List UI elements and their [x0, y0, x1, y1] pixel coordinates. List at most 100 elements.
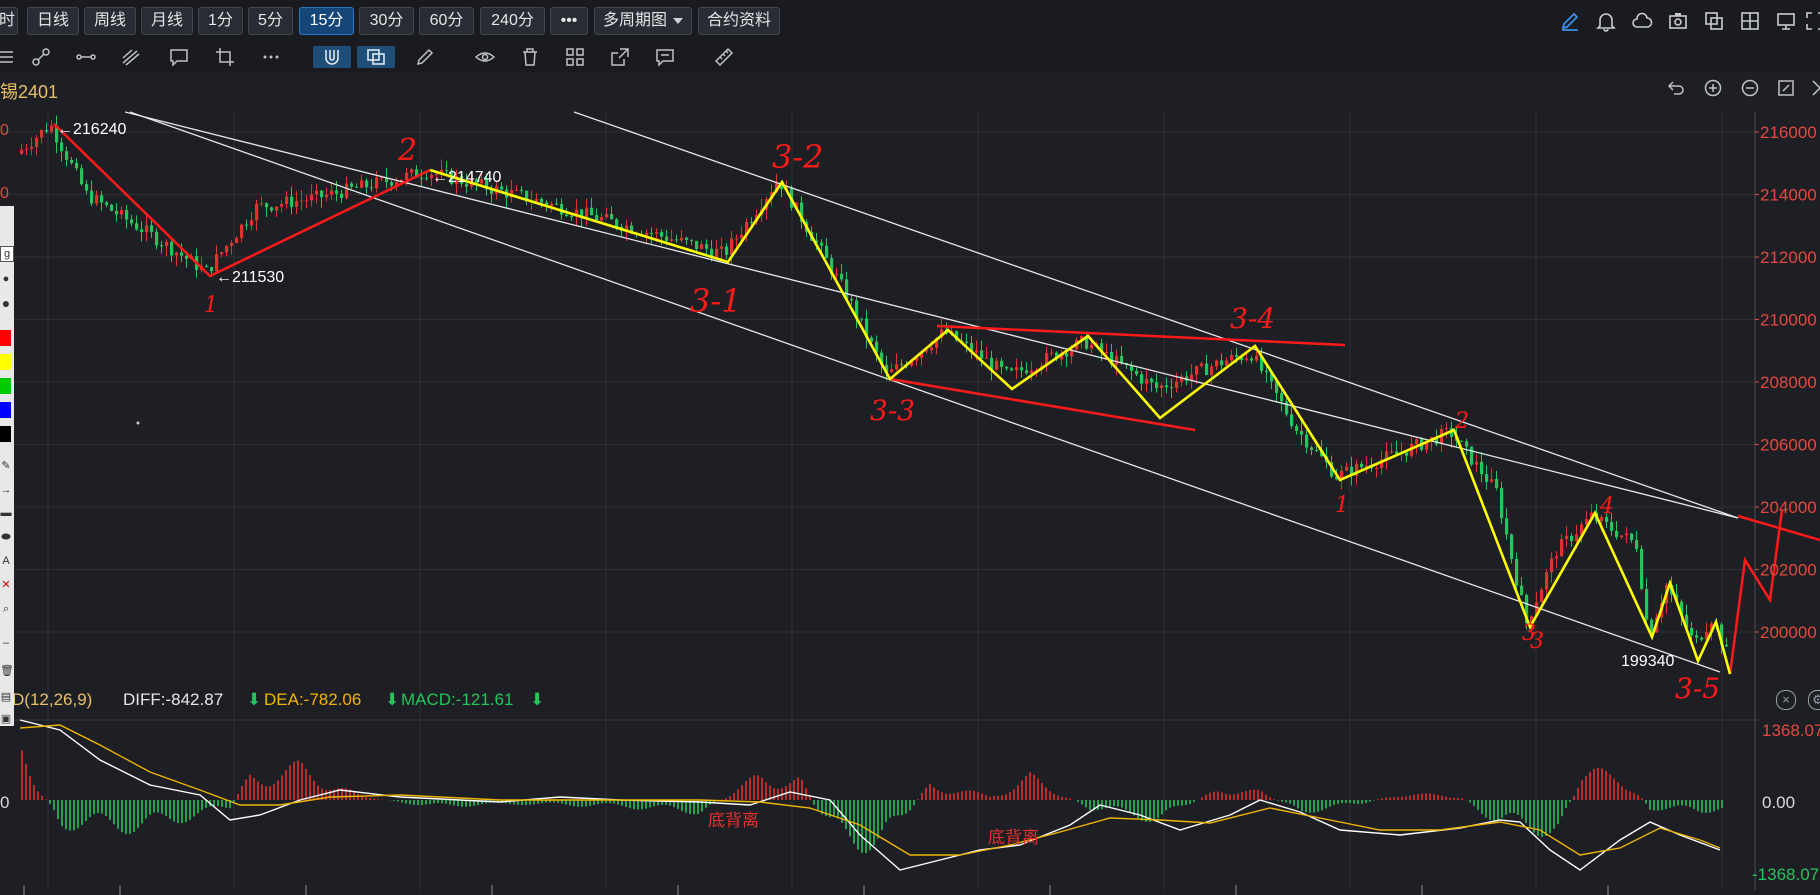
tf-button-1m[interactable]: 1分	[198, 7, 243, 35]
ruler-icon[interactable]	[713, 46, 735, 68]
multi-period-dropdown[interactable]: 多周期图	[594, 7, 692, 35]
candle-body	[1475, 461, 1479, 465]
next-icon[interactable]	[1806, 78, 1820, 98]
candle-body	[25, 148, 29, 150]
candle-body	[1120, 356, 1124, 363]
tf-button-5m[interactable]: 5分	[248, 7, 293, 35]
line-icon[interactable]	[75, 46, 97, 68]
candle-body	[330, 190, 334, 195]
candle-body	[1060, 353, 1064, 360]
zoom-out-icon[interactable]	[1740, 78, 1760, 98]
candle-body	[1080, 336, 1084, 340]
candle-body	[910, 360, 914, 366]
candle-body	[410, 169, 414, 173]
candle-body	[420, 177, 424, 179]
tf-button-15m[interactable]: 15分	[299, 7, 354, 35]
candle-body	[1580, 524, 1584, 535]
macd-dea-value: DEA:-782.06	[264, 690, 362, 709]
camera-icon[interactable]	[1667, 10, 1689, 32]
node-icon[interactable]	[30, 46, 52, 68]
multi-line-icon[interactable]	[120, 46, 142, 68]
candle-body	[250, 220, 254, 226]
swatch-yellow[interactable]	[0, 354, 11, 370]
menu-icon[interactable]	[0, 46, 16, 68]
drawing-toolbar	[0, 42, 1820, 72]
export-icon[interactable]	[609, 46, 631, 68]
comment-icon[interactable]	[168, 46, 190, 68]
trash-icon[interactable]	[519, 46, 541, 68]
candle-body	[575, 209, 579, 217]
grid-icon[interactable]	[564, 46, 586, 68]
candle-body	[915, 357, 919, 361]
minus-icon[interactable]: –	[2, 637, 10, 649]
reset-icon[interactable]	[1776, 78, 1796, 98]
swatch-red[interactable]	[0, 330, 11, 346]
settings-icon[interactable]: ⚙	[1808, 690, 1820, 710]
tf-button-cut[interactable]: 时	[0, 7, 18, 35]
candle-body	[1020, 367, 1024, 371]
candle-body	[115, 210, 119, 215]
wave-annotation: 2	[1454, 409, 1469, 434]
circle-icon[interactable]: ●	[1, 295, 11, 311]
candle-body	[1165, 385, 1169, 388]
pencil-icon[interactable]: ✎	[1, 460, 11, 472]
candle-body	[515, 189, 519, 191]
swatch-green[interactable]	[0, 378, 11, 394]
candle-body	[655, 232, 659, 234]
fullscreen-icon[interactable]	[1804, 10, 1820, 32]
text-tool-label[interactable]: A	[2, 555, 10, 567]
arrow-icon[interactable]: →	[0, 484, 12, 496]
candle-body	[395, 182, 399, 186]
candle-body	[485, 179, 489, 190]
chart-area[interactable]: 2 3-2 3-1 3-3 3-4 1 2 3 4 3-5 1 3 ←216240 ←211530 ←…	[0, 100, 1820, 895]
crop-icon[interactable]	[214, 46, 236, 68]
doc-icon[interactable]: ▤	[0, 691, 12, 703]
chat-icon[interactable]	[654, 46, 676, 68]
tf-button-week[interactable]: 周线	[84, 7, 136, 35]
save-icon[interactable]: ▣	[0, 713, 12, 725]
kline-chart[interactable]: 2 3-2 3-1 3-3 3-4 1 2 3 4 3-5 1 3 ←216240 ←211530 ←…	[0, 100, 1820, 895]
candle-body	[555, 203, 559, 205]
candle-body	[100, 195, 104, 203]
more-icon[interactable]	[260, 46, 282, 68]
layers-icon[interactable]	[357, 46, 395, 68]
contract-info-button[interactable]: 合约资料	[698, 7, 780, 35]
ellipse-icon[interactable]: ⬬	[1, 531, 11, 543]
candle-body	[1215, 360, 1219, 367]
candle-body	[1295, 426, 1299, 431]
dot-icon[interactable]: ●	[2, 273, 10, 285]
palette-label-g[interactable]: g	[0, 246, 14, 262]
window-icon[interactable]	[1739, 10, 1761, 32]
chart-grid	[0, 112, 1756, 890]
swatch-blue[interactable]	[0, 402, 11, 418]
price-label-high2: ←214740	[432, 169, 501, 186]
candle-body	[310, 194, 314, 201]
magnet-icon[interactable]	[313, 46, 351, 68]
copy-icon[interactable]	[1703, 10, 1725, 32]
close-icon[interactable]: ×	[1776, 690, 1796, 710]
candle-body	[400, 179, 404, 183]
rect-icon[interactable]: ▬	[0, 507, 12, 519]
tf-button-month[interactable]: 月线	[141, 7, 193, 35]
monitor-icon[interactable]	[1775, 10, 1797, 32]
candle-body	[130, 219, 134, 224]
cloud-icon[interactable]	[1631, 10, 1653, 32]
candle-body	[75, 162, 79, 169]
tf-button-day[interactable]: 日线	[27, 7, 79, 35]
trash-icon[interactable]: 🗑	[0, 665, 14, 677]
tf-button-240m[interactable]: 240分	[480, 7, 545, 35]
undo-icon[interactable]	[1666, 78, 1686, 98]
swatch-black[interactable]	[0, 426, 11, 442]
tf-button-60m[interactable]: 60分	[419, 7, 474, 35]
delete-icon[interactable]: ✕	[1, 579, 11, 591]
pen-icon[interactable]	[1559, 10, 1581, 32]
zoom-icon[interactable]: ⌕	[2, 603, 10, 615]
eye-icon[interactable]	[474, 46, 496, 68]
more-periods-button[interactable]: •••	[550, 7, 588, 35]
zoom-in-icon[interactable]	[1703, 78, 1723, 98]
candle-body	[1570, 535, 1574, 542]
bell-icon[interactable]	[1595, 10, 1617, 32]
pencil-icon[interactable]	[414, 46, 436, 68]
tf-button-30m[interactable]: 30分	[359, 7, 414, 35]
candle-body	[585, 207, 589, 218]
